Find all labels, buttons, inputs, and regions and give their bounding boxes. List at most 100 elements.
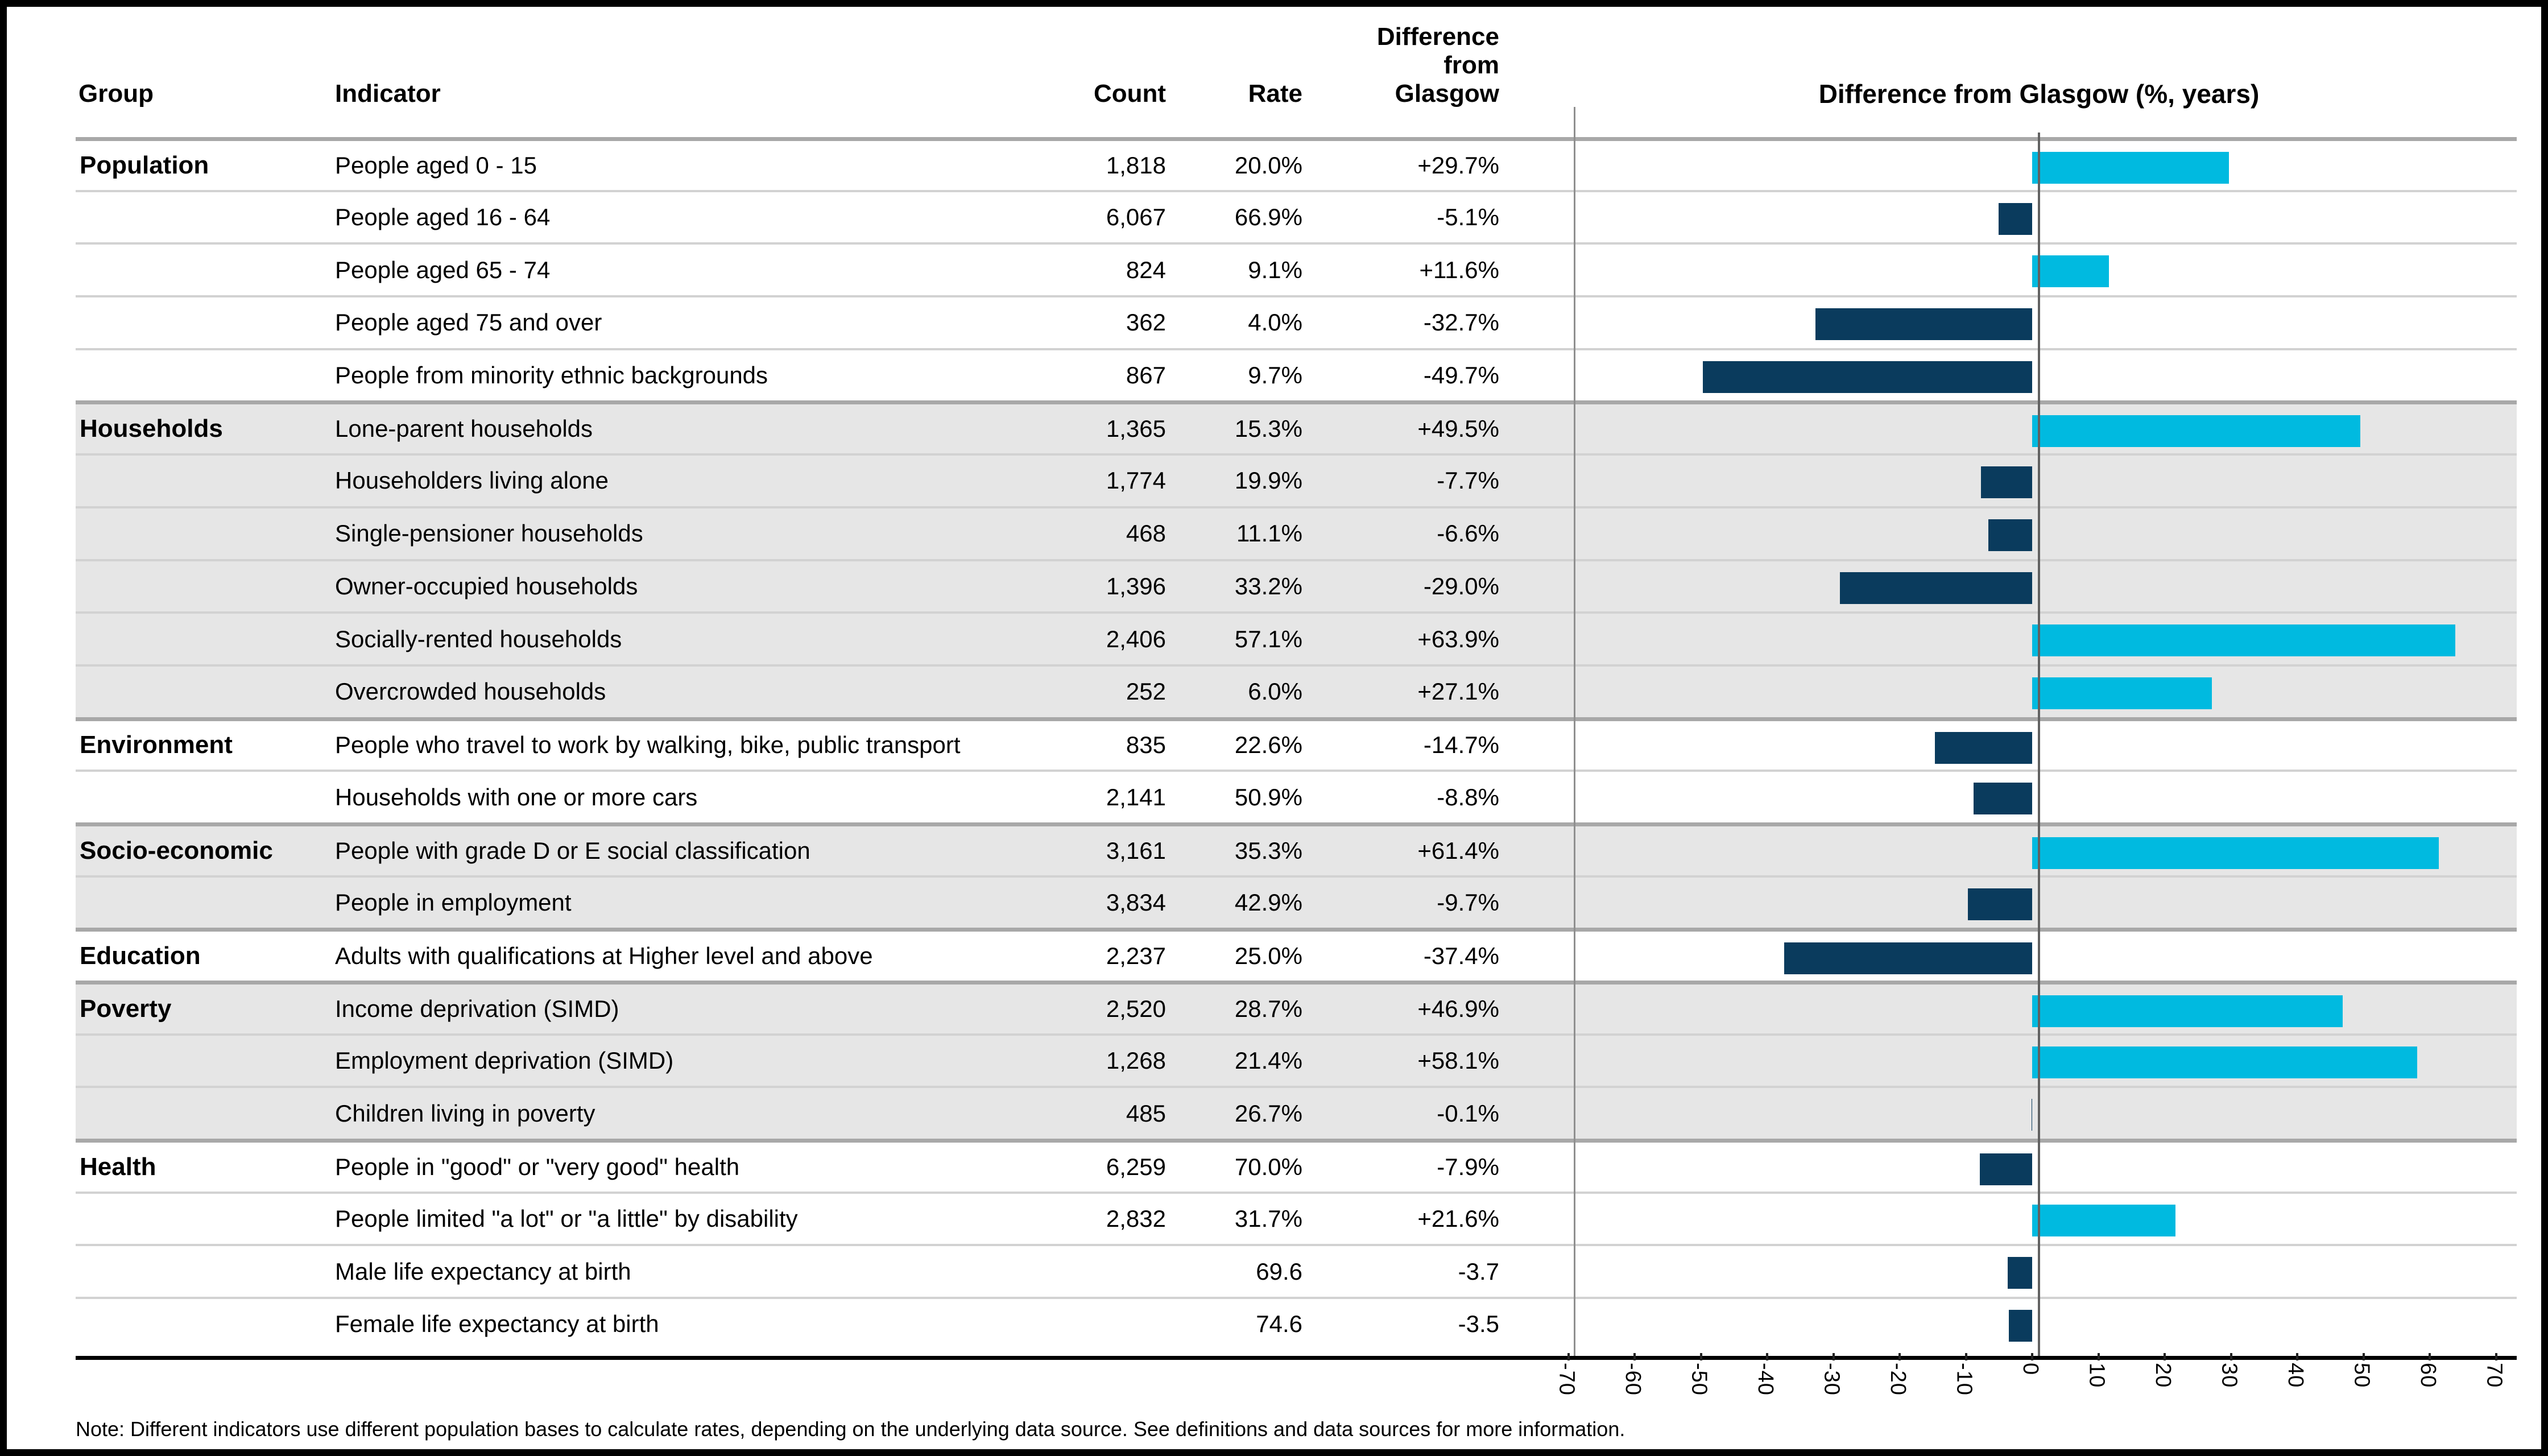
axis-tick xyxy=(2164,1353,2166,1360)
axis-tick xyxy=(1567,1353,1570,1360)
group-cell: Environment xyxy=(80,731,233,759)
rate-cell: 15.3% xyxy=(1234,415,1302,442)
axis-tick-label: -30 xyxy=(1819,1363,1844,1396)
count-cell: 252 xyxy=(1126,678,1166,705)
table-row: Employment deprivation (SIMD) 1,268 21.4% +… xyxy=(76,1033,2517,1086)
indicator-cell: Socially-rented households xyxy=(335,625,622,652)
indicator-cell: Householders living alone xyxy=(335,467,609,494)
group-cell xyxy=(80,350,336,401)
difference-cell: +11.6% xyxy=(1419,256,1500,283)
axis-tick xyxy=(2296,1353,2298,1360)
group-cell: Households xyxy=(80,415,223,443)
count-cell: 2,520 xyxy=(1106,995,1166,1022)
group-cell xyxy=(80,456,336,506)
count-cell: 3,161 xyxy=(1106,837,1166,864)
count-cell xyxy=(910,1246,1166,1297)
count-cell: 2,406 xyxy=(1106,625,1166,652)
difference-bar xyxy=(2032,837,2439,869)
table-row: Male life expectancy at birth 69.6 -3.7 xyxy=(76,1244,2517,1297)
indicator-cell: People in "good" or "very good" health xyxy=(335,1153,740,1180)
rate-cell: 25.0% xyxy=(1234,942,1302,970)
count-cell: 485 xyxy=(1126,1099,1166,1127)
difference-cell: -6.6% xyxy=(1437,520,1499,547)
rate-cell: 4.0% xyxy=(1248,309,1302,336)
table-row: Owner-occupied households 1,396 33.2% -29.0… xyxy=(76,559,2517,612)
axis-tick-label: -70 xyxy=(1554,1363,1579,1396)
table-row: Single-pensioner households 468 11.1% -6.6% xyxy=(76,506,2517,559)
difference-cell: +61.4% xyxy=(1417,837,1499,864)
count-cell: 3,834 xyxy=(1106,888,1166,916)
difference-cell: -7.9% xyxy=(1437,1153,1499,1180)
difference-bar xyxy=(2032,1046,2417,1078)
column-header-difference-from-glasgow: Difference from Glasgow xyxy=(1272,23,1499,108)
difference-cell: -8.8% xyxy=(1437,783,1499,810)
axis-tick xyxy=(2031,1353,2033,1360)
rate-cell: 26.7% xyxy=(1234,1099,1302,1127)
indicator-cell: People in employment xyxy=(335,888,572,916)
count-cell: 2,237 xyxy=(1106,942,1166,970)
rate-cell: 31.7% xyxy=(1234,1205,1302,1232)
difference-bar xyxy=(1815,308,2032,341)
group-cell xyxy=(80,1194,336,1244)
difference-cell: -9.7% xyxy=(1437,888,1499,916)
group-cell xyxy=(80,508,336,559)
rate-cell: 50.9% xyxy=(1234,783,1302,810)
axis-tick-label: -50 xyxy=(1687,1363,1711,1396)
indicator-cell: Lone-parent households xyxy=(335,415,593,442)
table-row: Environment People who travel to work by … xyxy=(76,717,2517,770)
rate-cell: 22.6% xyxy=(1234,731,1302,759)
axis-tick-label: -20 xyxy=(1886,1363,1910,1396)
axis-tick xyxy=(1766,1353,1768,1360)
group-cell xyxy=(80,297,336,348)
axis-tick xyxy=(2097,1353,2100,1360)
axis-tick xyxy=(2429,1353,2431,1360)
difference-cell: +46.9% xyxy=(1417,995,1499,1022)
indicator-cell: Male life expectancy at birth xyxy=(335,1258,631,1285)
axis-tick xyxy=(2362,1353,2365,1360)
group-cell xyxy=(80,1299,336,1350)
axis-tick xyxy=(1832,1353,1835,1360)
difference-header-line3: Glasgow xyxy=(1395,80,1499,107)
group-cell xyxy=(80,1088,336,1139)
difference-cell: -3.5 xyxy=(1458,1310,1499,1338)
count-cell: 1,774 xyxy=(1106,467,1166,494)
difference-cell: +63.9% xyxy=(1417,625,1499,652)
indicator-cell: Single-pensioner households xyxy=(335,520,643,547)
difference-bar xyxy=(2032,995,2343,1027)
difference-bar xyxy=(2032,152,2229,184)
axis-tick-label: 70 xyxy=(2482,1363,2506,1388)
difference-bar xyxy=(1934,731,2032,764)
difference-cell: -7.7% xyxy=(1437,467,1499,494)
axis-tick xyxy=(1898,1353,1901,1360)
count-cell: 362 xyxy=(1126,309,1166,336)
table-row: Poverty Income deprivation (SIMD) 2,520 28.… xyxy=(76,981,2517,1033)
difference-header-line2: from xyxy=(1443,51,1499,79)
table-row: People from minority ethnic backgrounds 8… xyxy=(76,348,2517,401)
count-cell: 1,365 xyxy=(1106,415,1166,442)
axis-tick-label: 10 xyxy=(2084,1363,2109,1388)
group-cell xyxy=(80,192,336,243)
difference-cell: -37.4% xyxy=(1423,942,1499,970)
difference-bar xyxy=(1979,1153,2032,1186)
column-header-group: Group xyxy=(78,80,154,107)
indicator-cell: Adults with qualifications at Higher lev… xyxy=(335,942,873,970)
rate-cell: 21.4% xyxy=(1234,1047,1302,1074)
count-cell: 6,259 xyxy=(1106,1153,1166,1180)
count-cell: 1,268 xyxy=(1106,1047,1166,1074)
chart-baseline xyxy=(76,1356,2517,1360)
difference-cell: +21.6% xyxy=(1417,1205,1499,1232)
difference-bar xyxy=(1974,783,2032,815)
table-row: Householders living alone 1,774 19.9% -7.7% xyxy=(76,453,2517,506)
difference-bar xyxy=(1981,466,2032,499)
column-header-rate: Rate xyxy=(1248,80,1302,107)
table-row: Health People in "good" or "very good" he… xyxy=(76,1139,2517,1192)
difference-bar xyxy=(2032,677,2212,709)
rate-cell: 35.3% xyxy=(1234,837,1302,864)
group-cell xyxy=(80,1246,336,1297)
table-row: Households Lone-parent households 1,365 15.… xyxy=(76,400,2517,454)
difference-cell: +49.5% xyxy=(1417,415,1499,442)
indicator-cell: People aged 75 and over xyxy=(335,309,602,336)
difference-bar xyxy=(1998,202,2032,235)
table-row: Socio-economic People with grade D or E s… xyxy=(76,822,2517,875)
difference-cell: -3.7 xyxy=(1458,1258,1499,1285)
